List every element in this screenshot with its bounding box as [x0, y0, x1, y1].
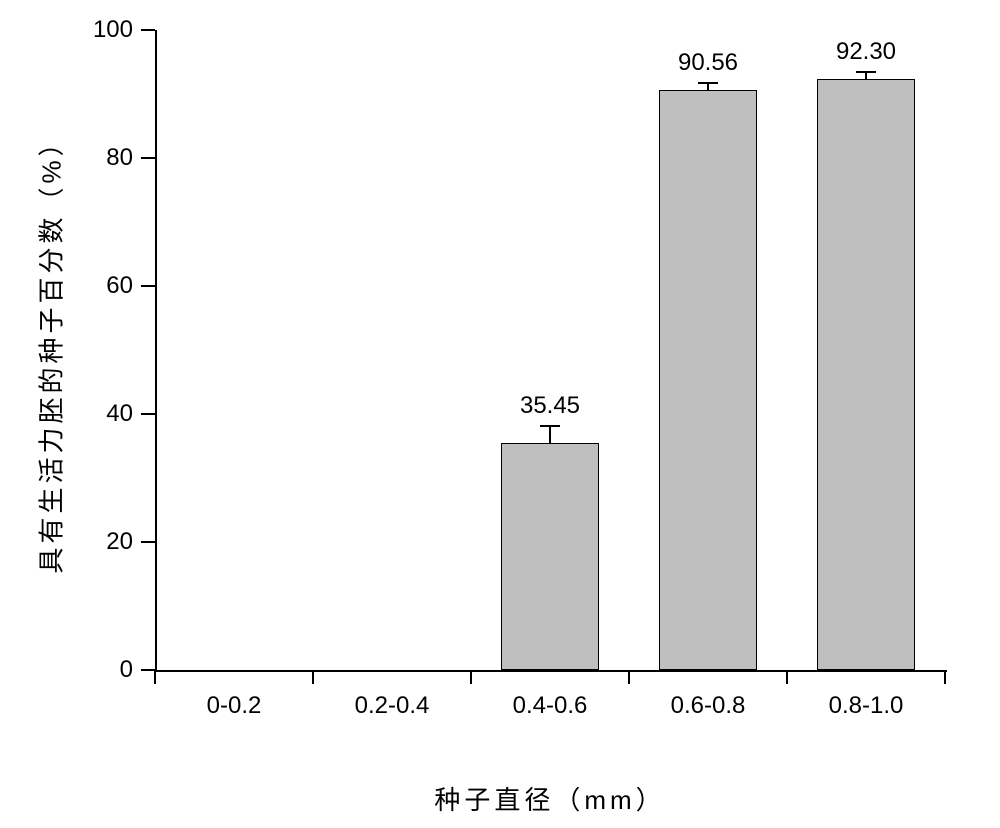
y-tick-label: 80: [73, 144, 133, 172]
x-tick: [154, 670, 156, 684]
x-tick: [628, 670, 630, 684]
bar: [501, 443, 599, 670]
y-tick-label: 40: [73, 400, 133, 428]
y-tick: [141, 29, 155, 31]
x-tick: [312, 670, 314, 684]
x-tick-label: 0.6-0.8: [671, 692, 746, 720]
x-tick-label: 0.2-0.4: [355, 692, 430, 720]
y-tick-label: 0: [73, 656, 133, 684]
x-axis-title: 种子直径（mm）: [434, 780, 665, 817]
bar-value-label: 90.56: [678, 49, 738, 77]
bar: [659, 90, 757, 670]
y-tick: [141, 541, 155, 543]
y-tick-label: 60: [73, 272, 133, 300]
y-tick: [141, 285, 155, 287]
bar: [817, 79, 915, 670]
x-tick-label: 0.4-0.6: [513, 692, 588, 720]
y-axis-title: 具有生活力胚的种子百分数（%）: [32, 126, 69, 573]
bar-value-label: 35.45: [520, 392, 580, 420]
x-tick: [786, 670, 788, 684]
x-tick-label: 0.8-1.0: [829, 692, 904, 720]
y-tick-label: 100: [73, 16, 133, 44]
y-tick: [141, 413, 155, 415]
y-tick: [141, 157, 155, 159]
y-tick: [141, 669, 155, 671]
chart-container: 0 20 40 60 80 100 0-0.2 0.2-0.4 0.4-0.6 0.6-0.8 0…: [0, 0, 1000, 828]
x-tick: [470, 670, 472, 684]
y-tick-label: 20: [73, 528, 133, 556]
bar-value-label: 92.30: [836, 38, 896, 66]
x-tick-label: 0-0.2: [207, 692, 262, 720]
x-tick: [944, 670, 946, 684]
